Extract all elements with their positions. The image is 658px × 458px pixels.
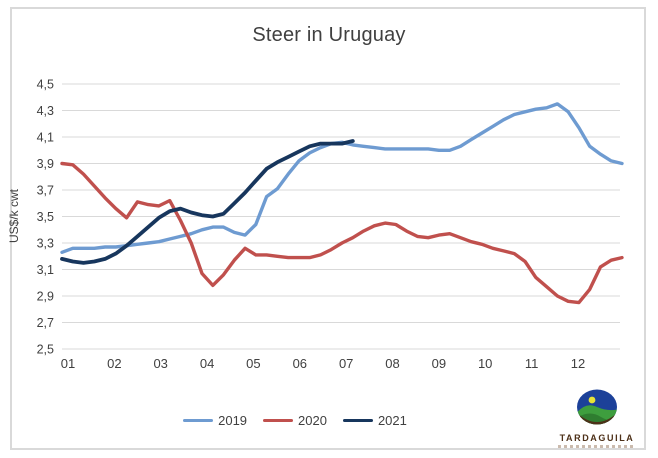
x-tick-label: 03 (153, 356, 167, 371)
y-axis-title: US$/k cwt (7, 189, 21, 244)
x-tick-label: 06 (293, 356, 307, 371)
y-tick-label: 3,5 (37, 210, 54, 224)
y-tick-label: 3,9 (37, 157, 54, 171)
legend-item-2020: 2020 (263, 413, 327, 428)
series-line-2020 (60, 161, 624, 305)
tardaguila-logo: TARDAGUILA (549, 389, 645, 448)
legend-swatch-2019 (183, 419, 214, 422)
legend-label: 2021 (377, 413, 407, 428)
y-tick-label: 4,1 (37, 131, 54, 145)
y-tick-label: 3,1 (37, 263, 54, 277)
chart-title: Steer in Uruguay (252, 24, 406, 46)
x-tick-label: 10 (478, 356, 492, 371)
tardaguila-logo-icon (577, 389, 617, 425)
legend-swatch-2020 (263, 419, 294, 422)
series-line-2021 (60, 139, 355, 265)
legend-swatch-2021 (342, 419, 373, 422)
y-tick-label: 2,9 (37, 290, 54, 304)
legend-item-2021: 2021 (342, 413, 407, 428)
x-tick-label: 08 (385, 356, 399, 371)
x-tick-label: 02 (107, 356, 121, 371)
y-tick-label: 3,3 (37, 237, 54, 251)
x-tick-label: 11 (525, 356, 539, 371)
legend-item-2019: 2019 (183, 413, 247, 428)
y-tick-label: 4,3 (37, 104, 54, 118)
logo-text: TARDAGUILA (559, 433, 635, 443)
x-tick-label: 04 (200, 356, 214, 371)
y-tick-label: 3,7 (37, 184, 54, 198)
legend: 2019 2020 2021 (0, 413, 590, 428)
legend-label: 2020 (298, 413, 327, 428)
y-tick-label: 2,5 (37, 343, 54, 357)
y-tick-label: 4,5 (37, 78, 54, 92)
y-tick-label: 2,7 (37, 316, 54, 330)
x-tick-label: 12 (571, 356, 585, 371)
legend-label: 2019 (218, 413, 248, 428)
x-tick-label: 07 (339, 356, 353, 371)
x-tick-label: 05 (246, 356, 260, 371)
x-tick-label: 09 (432, 356, 446, 371)
x-tick-label: 01 (61, 356, 75, 371)
logo-tagline (558, 445, 636, 448)
logo-sun (588, 396, 596, 404)
chart-frame (10, 7, 646, 450)
